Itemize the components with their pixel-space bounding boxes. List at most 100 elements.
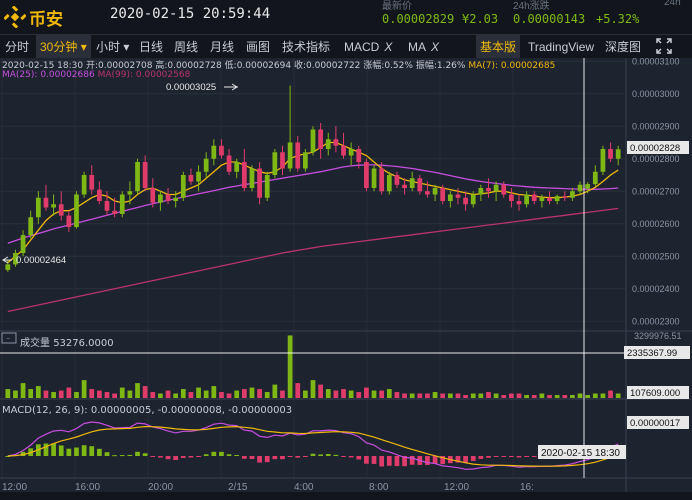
candle-body (592, 171, 598, 185)
volume-bar (51, 392, 56, 398)
candle-body (280, 152, 285, 169)
macd-histogram-bar (509, 456, 514, 457)
candle-body (470, 194, 476, 205)
candlestick-chart[interactable]: 0.00003100 0.00003000 0.00002900 0.00002800… (0, 58, 692, 492)
interval-30min[interactable]: 30分钟 ▾ (36, 35, 91, 59)
candle-body (486, 188, 491, 192)
candle-body (547, 197, 552, 201)
interval-timeline[interactable]: 分时 (5, 40, 30, 54)
candle-body (173, 197, 179, 201)
macd-v3: -0.00000003 (228, 405, 293, 416)
macd-histogram-bar (463, 456, 468, 463)
volume-bar (310, 380, 316, 398)
volume-bar (280, 390, 285, 398)
volume-bar (272, 384, 278, 398)
candle-body (371, 168, 377, 188)
volume-bar (135, 383, 140, 398)
ma25-label: MA(25): (2, 70, 38, 80)
indicators-button[interactable]: 技术指标 (282, 40, 331, 54)
ma7-label: MA(7): (468, 61, 499, 71)
macd-histogram-bar (310, 453, 316, 456)
close-icon[interactable]: X (431, 40, 440, 54)
chevron-down-icon: ▾ (123, 40, 130, 54)
binance-logo-icon[interactable] (4, 6, 26, 28)
volume-bar (188, 392, 194, 398)
cursor-time-tag: 2020-02-15 18:30 (541, 448, 620, 459)
interval-30min-label: 30分钟 (40, 40, 78, 54)
volume-bar (150, 392, 156, 398)
macd-histogram-bar (303, 456, 308, 457)
price-axis-label: 0.00002400 (632, 284, 680, 294)
macd-v2: -0.00000008, (157, 405, 225, 416)
candle-body (402, 184, 407, 188)
candle-body (127, 191, 133, 195)
last-price: 0.00002829 (382, 12, 455, 26)
candle-body (20, 235, 26, 253)
candle-body (249, 168, 255, 188)
collapse-icon[interactable]: − (6, 336, 10, 343)
candle-body (257, 168, 262, 198)
macd-label: MACD(12, 26, 9): (2, 405, 88, 416)
volume-bar (234, 390, 240, 398)
depth-chart-tab[interactable]: 深度图 (605, 40, 642, 54)
macd-histogram-bar (409, 456, 415, 465)
change-value: 0.52% (384, 61, 413, 71)
candle-body (341, 145, 346, 156)
indicator-ma[interactable]: MA X (408, 35, 439, 59)
indicator-ma-label: MA (408, 40, 426, 54)
volume-bar (356, 392, 362, 398)
volume-bar (585, 395, 591, 398)
macd-histogram-bar (203, 454, 209, 456)
candle-body (333, 139, 339, 146)
macd-histogram-bar (455, 456, 461, 463)
indicator-macd[interactable]: MACD X (344, 35, 392, 59)
high-value: 0.00002728 (167, 61, 222, 71)
candle-body (203, 158, 209, 172)
candle-body (539, 197, 545, 201)
candle-body (562, 196, 568, 198)
close-icon[interactable]: X (384, 40, 393, 54)
candle-body (81, 175, 87, 195)
draw-tool-button[interactable]: 画图 (246, 40, 271, 54)
high-marker-label: 0.00003025 (166, 82, 216, 93)
volume-bar (173, 393, 179, 398)
candle-body (577, 184, 583, 192)
candle-body (188, 175, 194, 182)
amplitude-label: 振幅: (415, 61, 437, 71)
volume-info: 成交量 53276.0000 (20, 334, 114, 349)
candle-body (615, 149, 621, 159)
candle-body (516, 201, 522, 205)
brand-name[interactable]: 币安 (29, 10, 63, 29)
macd-histogram-bar (81, 445, 87, 456)
interval-day[interactable]: 日线 (139, 40, 164, 54)
volume-bar (257, 389, 262, 398)
macd-histogram-bar (318, 454, 323, 456)
candle-body (97, 189, 102, 201)
macd-histogram-bar (89, 446, 95, 456)
volume-bar (554, 395, 560, 398)
interval-month[interactable]: 月线 (210, 40, 235, 54)
fullscreen-icon[interactable] (656, 38, 672, 54)
basic-version-tab[interactable]: 基本版 (476, 35, 521, 59)
open-value: 0.00002708 (98, 61, 153, 71)
macd-histogram-bar (493, 456, 499, 457)
macd-histogram-bar (127, 454, 133, 456)
volume-bar (516, 393, 522, 398)
interval-hour[interactable]: 小时 ▾ (96, 35, 129, 59)
interval-week[interactable]: 周线 (174, 40, 199, 54)
macd-histogram-bar (386, 456, 392, 466)
macd-histogram-bar (97, 448, 102, 456)
low-marker-label: 0.00002464 (16, 255, 66, 266)
macd-histogram-bar (341, 456, 346, 457)
volume-bar (577, 393, 583, 398)
macd-histogram-bar (173, 456, 179, 461)
volume-label: 成交量 (20, 338, 50, 349)
ma99-line (7, 207, 619, 313)
volume-bar (127, 390, 133, 398)
volume-bar (13, 390, 18, 398)
candle-body (51, 204, 56, 208)
macd-histogram-bar (43, 443, 49, 456)
ma25-line (7, 164, 619, 244)
candle-body (104, 201, 110, 211)
tradingview-tab[interactable]: TradingView (528, 40, 595, 54)
